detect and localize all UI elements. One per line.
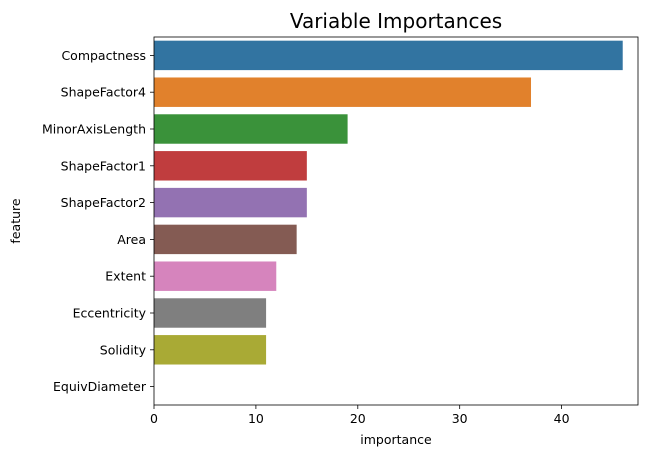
y-tick-label-eccentricity: Eccentricity [73,306,147,321]
chart-title: Variable Importances [290,9,502,33]
x-axis-label: importance [360,432,432,447]
y-tick-label-compactness: Compactness [61,48,146,63]
y-tick-labels: Compactness ShapeFactor4 MinorAxisLength Sh… [42,48,154,394]
y-tick-label-area: Area [117,232,146,247]
y-tick-label-shapefactor1: ShapeFactor1 [61,158,146,173]
y-tick-label-equivdiameter: EquivDiameter [53,379,147,394]
bars-group [154,40,623,365]
x-tick-label-0: 0 [150,411,158,426]
bar-extent [154,261,277,291]
y-tick-label-shapefactor2: ShapeFactor2 [61,195,146,210]
bar-minoraxislength [154,114,348,144]
bar-area [154,224,297,255]
y-tick-label-minoraxislength: MinorAxisLength [42,122,146,137]
bar-shapefactor1 [154,151,307,181]
y-axis-label: feature [8,198,23,243]
y-tick-label-solidity: Solidity [100,342,147,357]
x-tick-label-40: 40 [554,411,570,426]
x-tick-label-10: 10 [248,411,264,426]
y-tick-label-shapefactor4: ShapeFactor4 [61,85,146,100]
bar-solidity [154,335,267,365]
y-tick-label-extent: Extent [105,269,146,284]
plot-frame [153,36,639,406]
bar-eccentricity [154,298,267,328]
x-tick-label-20: 20 [350,411,366,426]
x-tick-labels: 0 10 20 30 40 [150,405,570,426]
bar-shapefactor2 [154,187,307,218]
bar-compactness [154,40,623,71]
x-tick-label-30: 30 [452,411,468,426]
bar-shapefactor4 [154,77,532,107]
